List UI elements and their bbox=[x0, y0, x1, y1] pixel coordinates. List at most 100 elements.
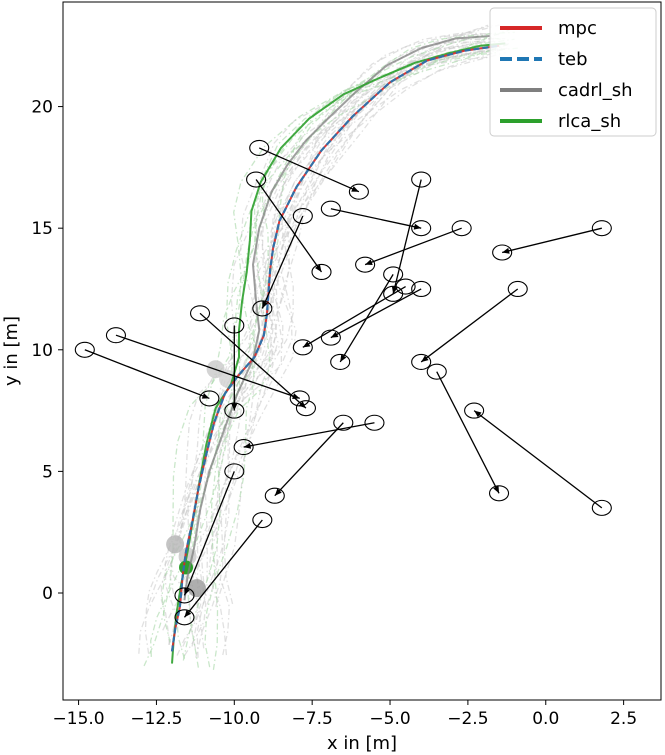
obstacle-layer bbox=[74, 139, 612, 626]
obstacle-start-marker bbox=[591, 220, 612, 237]
obstacle-trajectory-line bbox=[473, 410, 603, 509]
obstacle-start-marker bbox=[383, 266, 404, 283]
background-trajectory bbox=[162, 24, 489, 631]
obstacle-trajectory-line bbox=[183, 471, 235, 596]
robot-footprint bbox=[166, 535, 185, 554]
obstacle-arrowhead bbox=[502, 247, 510, 254]
obstacle-start-marker bbox=[224, 317, 245, 334]
obstacle-start-marker bbox=[252, 511, 273, 529]
obstacle-start-marker bbox=[426, 363, 447, 380]
obstacle-end-marker bbox=[348, 183, 369, 200]
obstacle-path bbox=[320, 280, 432, 346]
obstacle-trajectory-line bbox=[364, 227, 462, 266]
x-tick-label: −15.0 bbox=[53, 709, 105, 729]
background-trajectory bbox=[138, 47, 504, 654]
obstacle-end-marker bbox=[295, 400, 316, 417]
obstacle-arrowhead bbox=[231, 403, 238, 411]
y-tick-label: 15 bbox=[31, 219, 53, 239]
y-tick-label: 5 bbox=[42, 462, 53, 482]
y-tick-label: 10 bbox=[31, 341, 53, 361]
background-trajectory bbox=[210, 49, 495, 656]
legend: mpc teb cadrl_sh rlca_sh bbox=[489, 7, 657, 137]
series-layer bbox=[170, 35, 506, 664]
legend-box bbox=[489, 7, 657, 137]
background-trajectory bbox=[144, 47, 510, 654]
obstacle-start-marker bbox=[292, 207, 313, 225]
obstacle-arrowhead bbox=[243, 442, 252, 449]
obstacle-end-marker bbox=[311, 263, 332, 281]
obstacle-end-marker bbox=[488, 485, 510, 502]
obstacle-path bbox=[411, 280, 528, 370]
obstacle-path bbox=[264, 414, 354, 504]
legend-label-teb: teb bbox=[558, 49, 588, 70]
obstacle-arrowhead bbox=[274, 488, 282, 496]
obstacle-path bbox=[355, 220, 472, 273]
background-trajectory bbox=[170, 24, 493, 631]
obstacle-path bbox=[174, 463, 245, 604]
obstacle-arrowhead bbox=[474, 410, 482, 418]
obstacle-arrowhead bbox=[365, 259, 373, 265]
background-trajectory bbox=[215, 32, 502, 607]
obstacle-end-marker bbox=[252, 300, 273, 317]
background-trajectory bbox=[183, 45, 489, 656]
background-trajectory bbox=[148, 33, 491, 603]
obstacle-trajectory-line bbox=[255, 179, 323, 273]
x-tick-label: −7.5 bbox=[292, 709, 333, 729]
x-tick-label: 2.5 bbox=[610, 709, 637, 729]
x-axis: −15.0 −12.5 −10.0 −7.5 −5.0 −2.5 0.0 2.5 bbox=[53, 700, 637, 729]
y-axis: 0 5 10 15 20 bbox=[31, 98, 63, 604]
obstacle-arrowhead bbox=[340, 354, 347, 362]
obstacle-start-marker bbox=[411, 171, 432, 188]
legend-label-cadrl_sh: cadrl_sh bbox=[558, 80, 633, 101]
background-trajectories bbox=[138, 24, 518, 670]
background-trajectory bbox=[187, 34, 503, 668]
background-trajectory bbox=[143, 44, 497, 667]
obstacle-start-marker bbox=[189, 305, 211, 322]
obstacle-start-marker bbox=[591, 499, 612, 516]
obstacle-path bbox=[233, 414, 385, 456]
x-tick-label: −2.5 bbox=[447, 709, 488, 729]
obstacle-arrowhead bbox=[298, 401, 306, 409]
obstacle-path bbox=[74, 341, 220, 407]
legend-label-mpc: mpc bbox=[558, 18, 597, 39]
obstacle-end-marker bbox=[492, 244, 513, 261]
y-tick-label: 20 bbox=[31, 98, 53, 118]
obstacle-end-marker bbox=[464, 402, 485, 419]
y-axis-label: y in [m] bbox=[1, 316, 22, 386]
obstacle-end-marker bbox=[174, 587, 195, 604]
obstacle-trajectory-line bbox=[243, 422, 375, 448]
obstacle-start-marker bbox=[411, 280, 432, 298]
obstacle-start-marker bbox=[320, 200, 341, 217]
obstacle-path bbox=[426, 363, 510, 502]
obstacle-end-marker bbox=[330, 353, 351, 370]
obstacle-trajectory-line bbox=[436, 371, 500, 494]
obstacle-start-marker bbox=[507, 280, 528, 298]
obstacle-start-marker bbox=[451, 220, 472, 237]
obstacle-trajectory-line bbox=[183, 519, 263, 618]
obstacle-arrowhead bbox=[315, 264, 322, 272]
obstacle-arrowhead bbox=[302, 341, 311, 348]
obstacle-arrowhead bbox=[421, 355, 429, 362]
obstacle-end-marker bbox=[174, 609, 195, 626]
obstacle-path bbox=[246, 171, 332, 281]
obstacle-end-marker bbox=[411, 353, 432, 370]
obstacle-start-marker bbox=[74, 341, 95, 358]
obstacle-start-marker bbox=[395, 278, 416, 295]
obstacle-end-marker bbox=[233, 439, 254, 456]
obstacle-path bbox=[252, 207, 313, 317]
obstacle-path bbox=[189, 305, 316, 417]
obstacle-trajectory-line bbox=[258, 147, 360, 193]
obstacle-end-marker bbox=[224, 402, 245, 419]
background-trajectory bbox=[187, 56, 490, 580]
obstacle-arrowhead bbox=[184, 609, 192, 618]
plot-frame bbox=[62, 1, 662, 701]
x-axis-label: x in [m] bbox=[327, 733, 397, 754]
obstacle-path bbox=[464, 402, 612, 516]
background-trajectory bbox=[189, 42, 507, 649]
background-trajectory bbox=[169, 35, 479, 594]
obstacle-end-marker bbox=[355, 256, 376, 273]
obstacle-arrowhead bbox=[262, 300, 268, 309]
obstacle-path bbox=[492, 220, 612, 261]
obstacle-arrowhead bbox=[330, 331, 339, 338]
obstacle-path bbox=[320, 200, 432, 237]
